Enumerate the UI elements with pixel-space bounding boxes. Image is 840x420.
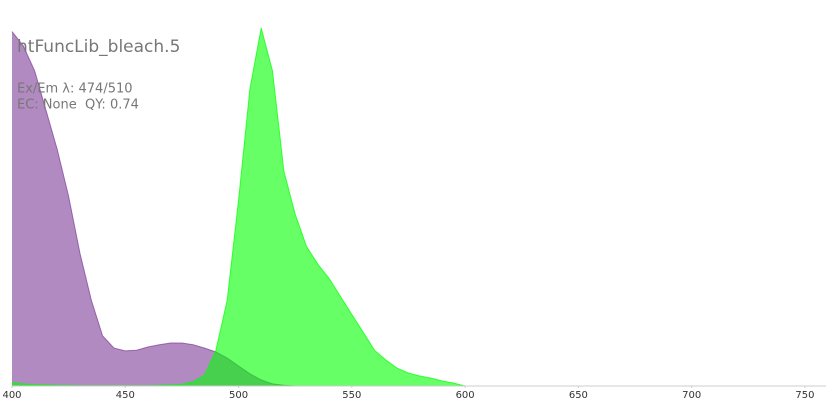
x-tick-label: 650 <box>569 390 588 401</box>
chart-title: htFuncLib_bleach.5 <box>17 37 180 57</box>
x-tick-label: 500 <box>229 390 248 401</box>
annotation: Ex/Em λ: 474/510 <box>17 82 133 97</box>
x-tick-label: 750 <box>795 390 814 401</box>
area-fill <box>12 31 466 386</box>
x-tick-label: 600 <box>456 390 475 401</box>
area-fill <box>12 28 466 386</box>
x-tick-label: 450 <box>116 390 135 401</box>
x-tick-label: 550 <box>342 390 361 401</box>
annotation: EC: None QY: 0.74 <box>17 98 139 113</box>
x-tick-label: 400 <box>2 390 21 401</box>
x-tick-label: 700 <box>682 390 701 401</box>
